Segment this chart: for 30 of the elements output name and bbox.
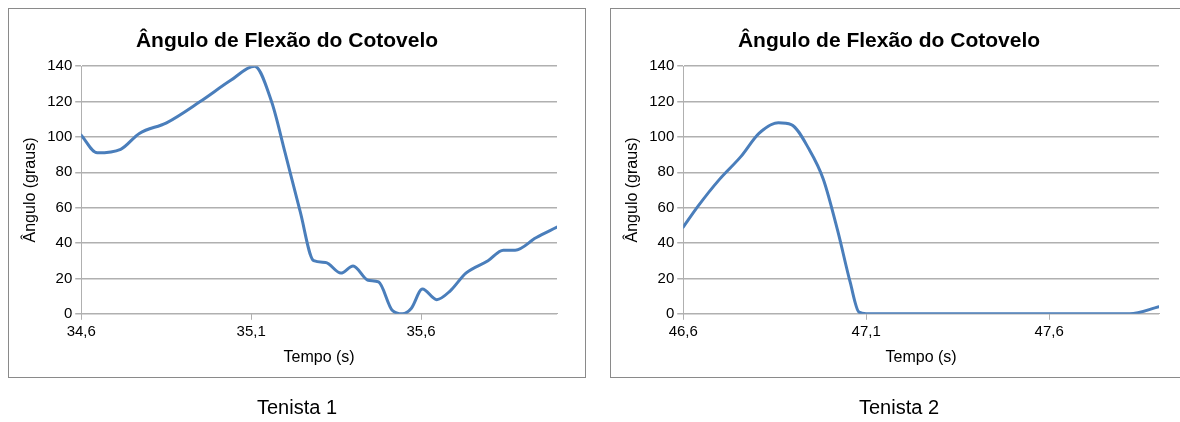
y-tick-label: 40 xyxy=(55,233,73,251)
y-tick-label: 60 xyxy=(55,197,73,215)
y-tick-label: 0 xyxy=(63,303,73,321)
y-tick-label: 120 xyxy=(47,91,73,109)
y-tick-label: 20 xyxy=(657,268,675,286)
y-tick-label: 140 xyxy=(649,56,675,74)
x-tick-label: 46,6 xyxy=(668,321,698,339)
y-tick-label: 0 xyxy=(665,303,675,321)
y-tick-label: 60 xyxy=(657,197,675,215)
y-tick-label: 80 xyxy=(55,162,73,180)
y-tick-label: 80 xyxy=(657,162,675,180)
x-tick-label: 35,6 xyxy=(406,321,436,339)
y-axis-title: Ângulo (graus) xyxy=(622,137,641,243)
chart-title: Ângulo de Flexão do Cotovelo xyxy=(135,28,439,52)
y-tick-label: 20 xyxy=(55,268,73,286)
y-tick-label: 140 xyxy=(47,56,73,74)
x-tick-label: 35,1 xyxy=(236,321,266,339)
chart-title: Ângulo de Flexão do Cotovelo xyxy=(737,28,1041,52)
text: Tenista 1 xyxy=(255,396,339,419)
y-axis-title: Ângulo (graus) xyxy=(20,137,39,243)
y-tick-label: 100 xyxy=(47,127,73,145)
x-axis-title: Tempo (s) xyxy=(885,347,957,365)
x-tick-label: 47,6 xyxy=(1034,321,1064,339)
y-tick-label: 40 xyxy=(657,233,675,251)
y-tick-label: 120 xyxy=(649,91,675,109)
text: Tenista 2 xyxy=(857,396,941,419)
x-axis-title: Tempo (s) xyxy=(283,347,355,365)
x-tick-label: 47,1 xyxy=(851,321,881,339)
x-tick-label: 34,6 xyxy=(66,321,96,339)
y-tick-label: 100 xyxy=(649,127,675,145)
